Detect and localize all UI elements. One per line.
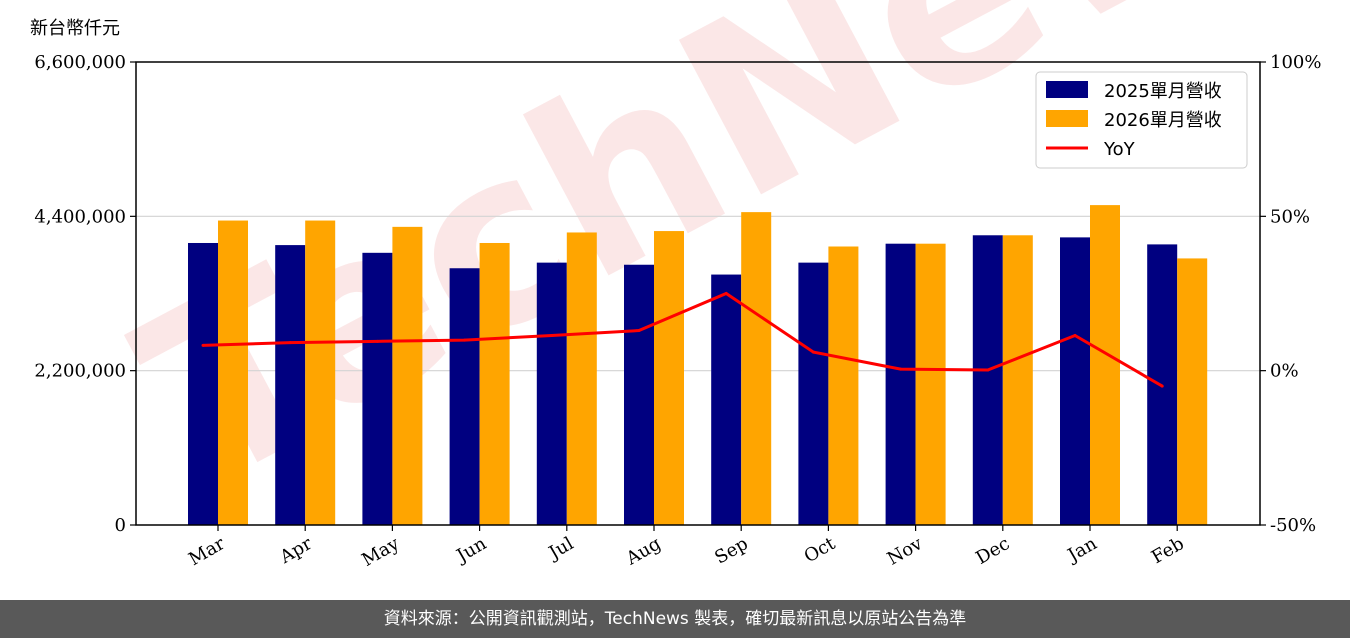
bar-2025 [449,268,480,525]
bar-2026 [218,220,248,525]
bar-2025 [188,242,218,525]
x-tick-label: Aug [622,533,665,570]
x-tick-label: Sep [711,533,751,568]
x-tick-label: Mar [185,533,229,570]
yoy-line [202,291,1163,388]
x-tick-label: Dec [972,533,1013,569]
y-tick-label: 4,400,000 [34,206,126,227]
bar-2026 [828,246,859,526]
bar-2026 [654,231,684,525]
yoy-point [463,338,467,342]
y-tick-label: 0 [115,515,126,536]
bar-2025 [275,245,306,525]
yoy-point [201,343,205,347]
bar-2025 [798,262,829,525]
bar-2025 [1060,237,1090,525]
bar-2026 [305,220,336,525]
bar-2026 [1090,205,1120,526]
legend-box [1035,71,1248,169]
legend-label-2026: 2026單月營收 [1104,110,1222,131]
legend-swatch-2026 [1046,110,1088,127]
bar-2025 [624,264,654,525]
y-axis-unit-label: 新台幣仟元 [30,18,120,39]
y2-tick-label: 0% [1270,361,1299,382]
y-tick-label: 6,600,000 [34,52,126,73]
yoy-point [637,329,641,333]
bar-2026 [566,232,597,525]
bar-2025 [972,235,1003,526]
x-tick-label: Jul [544,533,578,565]
x-tick-label: Jun [452,533,491,568]
x-tick-label: Jan [1063,533,1101,567]
yoy-point [288,341,292,345]
bar-2025 [885,243,916,525]
bar-2026 [741,212,772,525]
bar-2025 [536,262,567,525]
bar-2026 [392,226,423,525]
y-tick-label: 2,200,000 [34,361,126,382]
x-tick-label: Oct [801,533,840,568]
yoy-point [724,292,728,295]
plot-frame [135,61,1261,526]
bar-2026 [1002,235,1033,526]
legend-label-yoy: YoY [1103,139,1136,160]
y2-tick-label: 50% [1270,206,1310,227]
x-tick-label: Feb [1148,533,1188,568]
yoy-point [375,339,379,343]
bar-2025 [711,274,742,525]
revenue-chart: TechNews 02,200,0004,400,0006,600,000-50… [34,0,1350,571]
x-tick-label: May [358,533,403,571]
yoy-point [899,367,903,371]
bar-2025 [362,252,393,525]
yoy-point [1160,384,1164,388]
y2-tick-label: -50% [1270,515,1316,536]
yoy-point [986,368,990,372]
legend-swatch-2025 [1046,81,1088,98]
source-footer: 資料來源：公開資訊觀測站，TechNews 製表，確切最新訊息以原站公告為準 [0,600,1350,638]
yoy-point [811,350,815,354]
x-tick-label: Nov [884,533,927,570]
yoy-point [1073,333,1077,337]
x-tick-label: Apr [276,533,316,568]
bar-2026 [1177,258,1208,525]
legend-label-2025: 2025單月營收 [1104,81,1222,102]
bar-2026 [479,242,510,525]
y2-tick-label: 100% [1270,52,1321,73]
bar-2026 [915,243,946,525]
yoy-point [550,333,554,337]
